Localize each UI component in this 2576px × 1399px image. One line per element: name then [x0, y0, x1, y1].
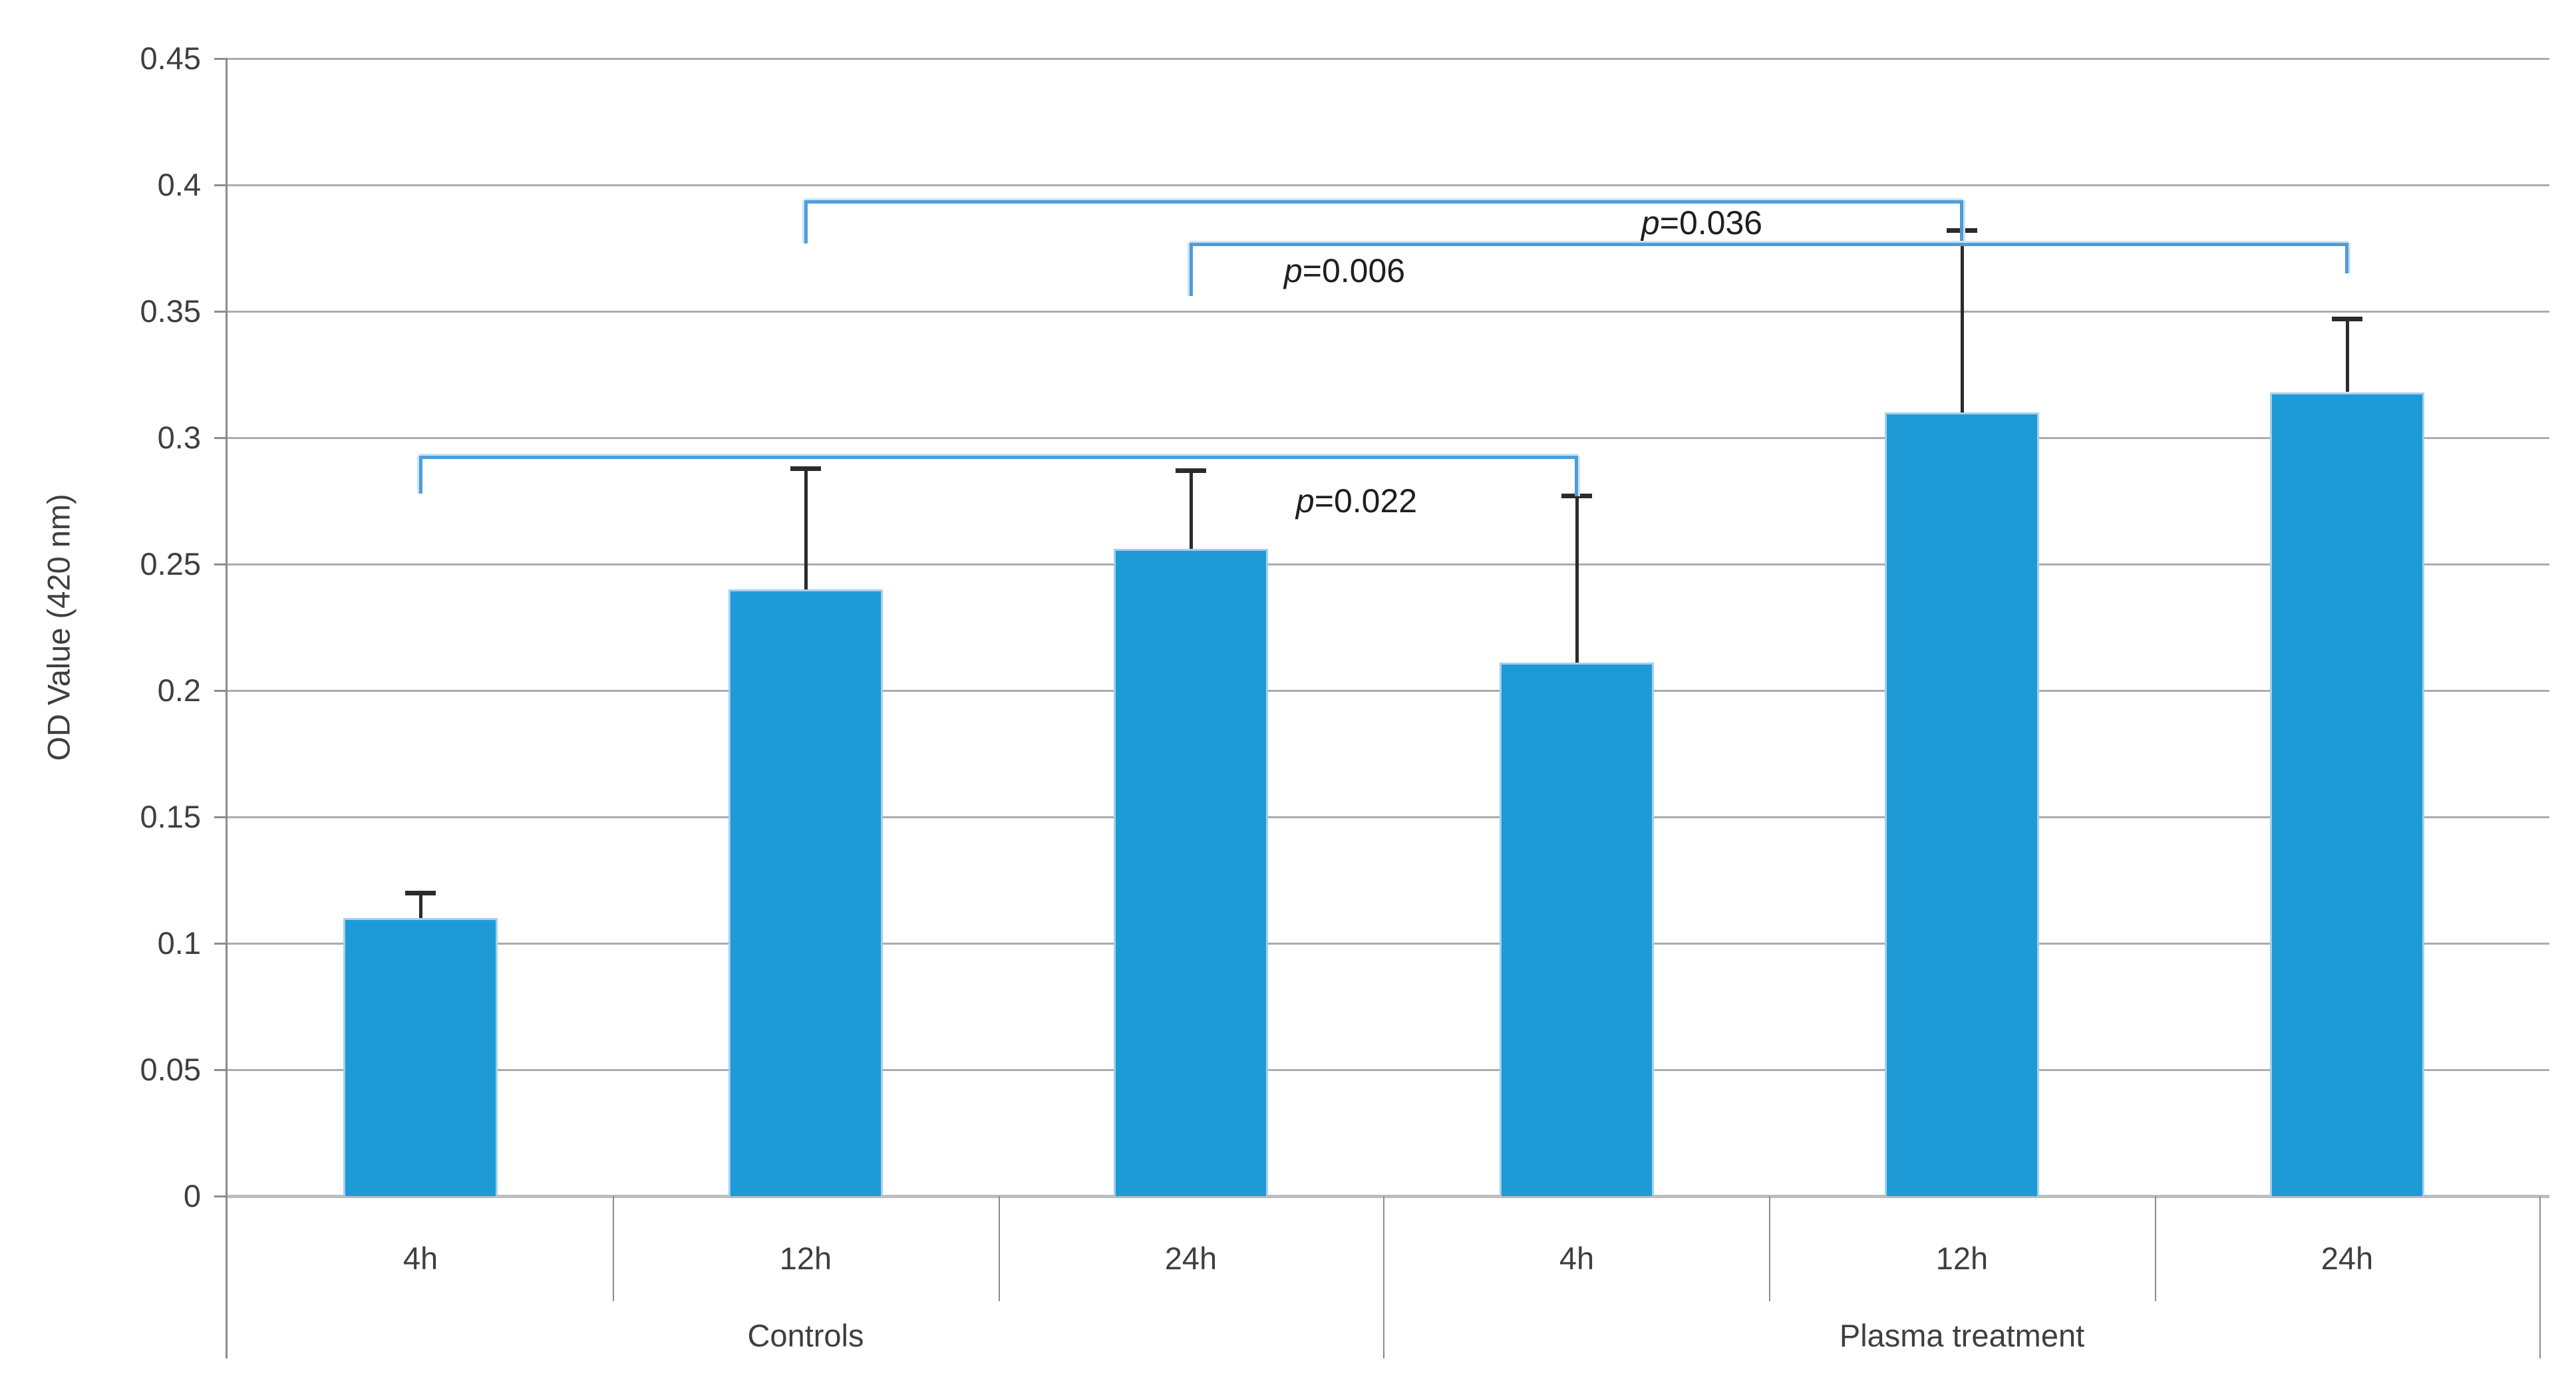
error-bar-cap	[1176, 468, 1206, 473]
bar-plasma-treatment-4h	[1500, 663, 1654, 1196]
y-tick-mark	[214, 690, 228, 692]
category-separator	[999, 1196, 1000, 1301]
p-value-text: =0.006	[1302, 252, 1406, 289]
y-tick-label: 0.3	[157, 420, 201, 455]
category-label: 24h	[1164, 1241, 1217, 1276]
p-value-label: p=0.006	[1284, 251, 1405, 290]
group-label: Controls	[747, 1318, 864, 1353]
group-label: Plasma treatment	[1839, 1318, 2085, 1353]
y-tick-mark	[214, 311, 228, 313]
error-bar-cap	[405, 891, 436, 895]
y-tick-label: 0	[183, 1178, 201, 1213]
error-bar-line	[419, 893, 422, 918]
error-bar-line	[1575, 496, 1579, 663]
p-value-text: =0.036	[1659, 204, 1763, 241]
significance-bracket-tick	[2345, 243, 2348, 273]
y-axis-line	[226, 59, 228, 1358]
y-axis-title: OD Value (420 nm)	[41, 494, 77, 761]
y-tick-mark	[214, 816, 228, 818]
y-tick-label: 0.1	[157, 925, 201, 961]
gridline	[228, 1069, 2549, 1071]
gridline	[228, 184, 2549, 186]
gridline	[228, 690, 2549, 692]
category-label: 24h	[2321, 1241, 2374, 1276]
significance-bracket-tick	[804, 200, 808, 243]
group-separator	[2539, 1196, 2541, 1358]
p-variable: p	[1641, 204, 1660, 241]
gridline	[228, 58, 2549, 60]
y-tick-label: 0.45	[140, 41, 201, 76]
category-label: 4h	[1559, 1241, 1595, 1276]
y-tick-label: 0.05	[140, 1052, 201, 1087]
y-tick-mark	[214, 437, 228, 439]
bar-plasma-treatment-24h	[2270, 392, 2424, 1196]
category-separator	[1769, 1196, 1770, 1301]
significance-bracket-tick	[1190, 243, 1193, 296]
error-bar-line	[2346, 319, 2349, 392]
p-value-label: p=0.022	[1296, 482, 1417, 520]
bar-controls-24h	[1114, 549, 1268, 1196]
significance-bracket-tick	[1960, 200, 1963, 241]
p-variable: p	[1283, 252, 1303, 289]
category-separator	[613, 1196, 614, 1301]
error-bar-line	[1190, 470, 1193, 549]
significance-bracket-tick	[419, 456, 422, 494]
significance-bracket-line	[804, 200, 1963, 204]
gridline	[228, 563, 2549, 565]
y-tick-label: 0.4	[157, 167, 201, 202]
x-baseline	[228, 1195, 2549, 1198]
error-bar-line	[804, 468, 808, 589]
y-tick-label: 0.25	[140, 546, 201, 581]
error-bar-line	[1961, 230, 1964, 412]
y-tick-mark	[214, 184, 228, 186]
gridline	[228, 437, 2549, 439]
error-bar-cap	[2332, 317, 2362, 321]
y-tick-mark	[214, 943, 228, 945]
significance-bracket-line	[1190, 243, 2348, 246]
p-variable: p	[1295, 482, 1315, 520]
group-separator	[1383, 1196, 1384, 1358]
y-tick-mark	[214, 563, 228, 565]
significance-bracket-tick	[1575, 456, 1578, 496]
category-label: 4h	[402, 1241, 438, 1276]
significance-bracket-line	[419, 456, 1578, 459]
p-value-text: =0.022	[1314, 482, 1418, 520]
y-tick-mark	[214, 58, 228, 60]
y-tick-label: 0.15	[140, 799, 201, 834]
bar-controls-12h	[728, 589, 883, 1196]
category-label: 12h	[779, 1241, 832, 1276]
gridline	[228, 816, 2549, 818]
error-bar-cap	[790, 466, 821, 471]
bar-controls-4h	[343, 918, 498, 1196]
gridline	[228, 311, 2549, 313]
category-separator	[2155, 1196, 2156, 1301]
bar-plasma-treatment-12h	[1885, 412, 2039, 1196]
y-tick-mark	[214, 1195, 228, 1197]
p-value-label: p=0.036	[1641, 204, 1762, 242]
y-tick-label: 0.2	[157, 673, 201, 708]
gridline	[228, 943, 2549, 945]
y-tick-label: 0.35	[140, 293, 201, 329]
y-tick-mark	[214, 1069, 228, 1071]
category-label: 12h	[1935, 1241, 1989, 1276]
